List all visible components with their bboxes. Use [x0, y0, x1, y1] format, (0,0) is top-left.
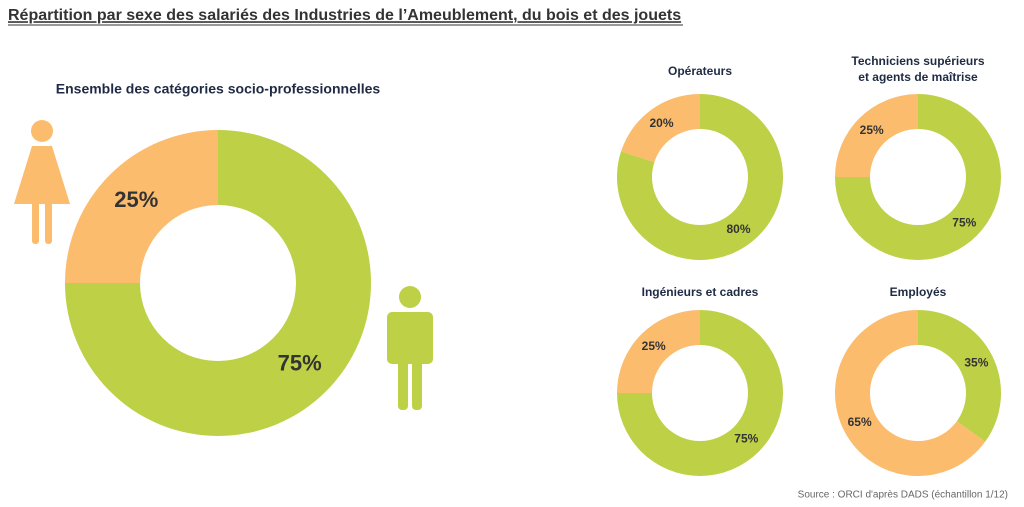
page-title: Répartition par sexe des salariés des In…: [8, 7, 681, 24]
chart-title: Techniciens supérieurs: [851, 54, 984, 68]
donut-segment: [65, 130, 371, 436]
donut-segment: [835, 310, 986, 476]
chart-title: et agents de maîtrise: [858, 70, 978, 84]
data-label: 75%: [734, 431, 758, 445]
chart-title: Ingénieurs et cadres: [642, 285, 759, 299]
data-label: 25%: [642, 339, 666, 353]
donut-segment: [617, 310, 700, 393]
source: Source : ORCI d'après DADS (échantillon …: [798, 490, 1008, 501]
chart-title: Opérateurs: [668, 64, 732, 78]
woman-icon: [14, 120, 70, 244]
man-icon: [387, 286, 433, 410]
donut-segment: [835, 94, 1001, 260]
data-label: 80%: [726, 222, 750, 236]
data-label: 35%: [964, 355, 988, 369]
data-label: 65%: [848, 415, 872, 429]
donut-segment: [65, 130, 218, 283]
data-label: 20%: [649, 116, 673, 130]
donut-segment: [621, 94, 700, 163]
donut-segment: [835, 94, 918, 177]
donut-segment: [617, 310, 783, 476]
data-label: 75%: [278, 350, 322, 375]
data-label: 25%: [860, 123, 884, 137]
donut-segment: [617, 94, 784, 260]
data-label: 75%: [952, 215, 976, 229]
chart-title: Employés: [890, 285, 947, 299]
data-label: 25%: [114, 187, 158, 212]
donut-segment: [918, 310, 1001, 442]
chart-title: Ensemble des catégories socio-profession…: [56, 81, 381, 97]
